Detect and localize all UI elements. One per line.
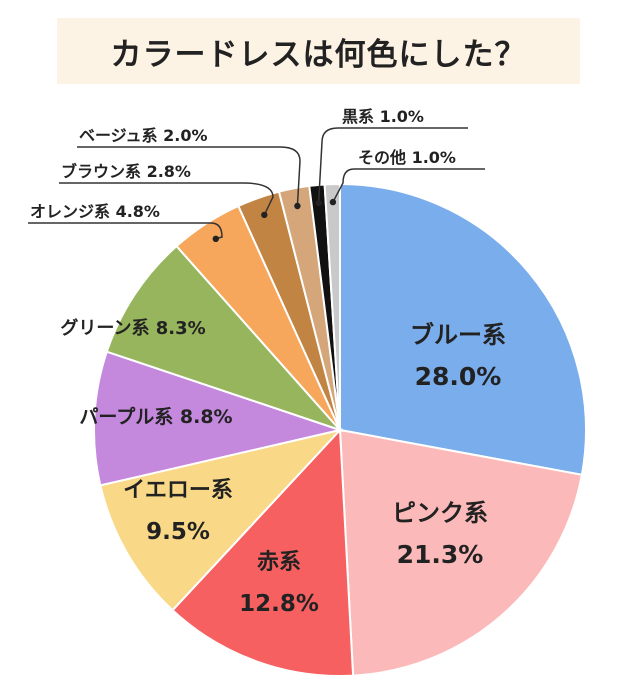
leader-lines bbox=[28, 127, 485, 242]
leader-dot-other bbox=[329, 198, 337, 206]
chart-title: カラードレスは何色にした？ bbox=[110, 36, 527, 73]
pie-slice-red bbox=[171, 427, 355, 677]
leader-dot-beige bbox=[294, 202, 301, 210]
pie-slice-pink bbox=[338, 428, 584, 677]
pie-slice-green bbox=[105, 244, 344, 433]
slice-label-purple: パープル系 8.8% bbox=[79, 405, 232, 428]
leader-line-orange bbox=[28, 222, 223, 240]
slice-name-label-blue: ブルー系 bbox=[410, 321, 506, 349]
slice-labels: ブルー系 28.0% ピンク系 21.3% 赤系 12.8% イエロー系 9.5% パープル系 … bbox=[30, 107, 506, 617]
leader-dot-black bbox=[315, 199, 322, 207]
slice-name-label-yellow: イエロー系 bbox=[123, 478, 233, 503]
slice-label-other: その他 1.0% bbox=[358, 148, 456, 167]
leader-dot-brown bbox=[261, 211, 268, 219]
slice-label-beige: ベージュ系 2.0% bbox=[79, 126, 208, 145]
chart-title-box: カラードレスは何色にした？ bbox=[57, 18, 580, 84]
slice-label-brown: ブラウン系 2.8% bbox=[61, 162, 191, 181]
slice-label-green: グリーン系 8.3% bbox=[60, 317, 205, 339]
pie-slice-yellow bbox=[99, 428, 343, 612]
pie-slice-other bbox=[323, 182, 341, 431]
slice-name-label-red: 赤系 bbox=[257, 550, 301, 575]
slice-value-label-blue: 28.0% bbox=[415, 362, 502, 391]
slice-label-black: 黒系 1.0% bbox=[342, 107, 424, 126]
slice-name-label-pink: ピンク系 bbox=[392, 499, 488, 527]
leader-line-other bbox=[332, 168, 485, 203]
slice-value-label-pink: 21.3% bbox=[397, 540, 484, 569]
slice-value-label-red: 12.8% bbox=[239, 591, 319, 617]
leader-line-brown bbox=[59, 182, 274, 216]
pie-slice-blue bbox=[339, 182, 587, 476]
slice-value-label-yellow: 9.5% bbox=[146, 519, 210, 545]
pie-slices bbox=[93, 182, 587, 677]
leader-line-beige bbox=[77, 146, 301, 207]
pie-slice-purple bbox=[93, 350, 344, 487]
leader-dot-orange bbox=[212, 235, 219, 242]
slice-label-orange: オレンジ系 4.8% bbox=[30, 202, 160, 221]
leader-line-black bbox=[317, 127, 468, 204]
